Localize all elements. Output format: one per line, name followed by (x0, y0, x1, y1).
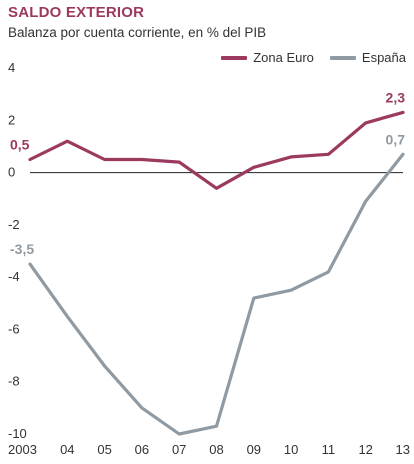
series-line-espana (28, 152, 405, 436)
x-tick-label: 10 (284, 442, 298, 457)
legend-swatch-zona-euro (221, 55, 248, 60)
x-tick-label: 04 (60, 442, 74, 457)
legend-item-zona-euro: Zona Euro (221, 50, 314, 65)
data-label: 0,5 (10, 137, 30, 153)
x-tick-label: 13 (396, 442, 410, 457)
legend-item-espana: España (329, 50, 406, 65)
data-label: -3,5 (10, 241, 34, 257)
x-tick-label: 09 (247, 442, 261, 457)
x-tick-label: 2003 (8, 442, 37, 457)
y-tick-label: -8 (8, 374, 20, 389)
y-tick-label: 0 (8, 165, 15, 180)
chart-title: SALDO EXTERIOR (8, 4, 145, 21)
y-tick-label: 2 (8, 112, 15, 127)
legend-label-zona-euro: Zona Euro (253, 50, 314, 65)
series-line-zona-euro (28, 110, 405, 190)
x-tick-label: 06 (135, 442, 149, 457)
chart-subtitle: Balanza por cuenta corriente, en % del P… (8, 25, 267, 40)
x-tick-label: 05 (97, 442, 111, 457)
legend: Zona Euro España (205, 50, 406, 65)
data-label: 0,7 (386, 131, 406, 147)
data-label: 2,3 (386, 89, 406, 105)
legend-label-espana: España (361, 50, 406, 65)
y-tick-label: -6 (8, 321, 20, 336)
y-tick-label: -10 (8, 426, 27, 441)
y-tick-label: -2 (8, 217, 20, 232)
x-tick-label: 12 (358, 442, 372, 457)
x-tick-label: 07 (172, 442, 186, 457)
x-tick-label: 11 (322, 442, 336, 457)
y-tick-label: 4 (8, 60, 15, 75)
y-tick-label: -4 (8, 269, 20, 284)
x-tick-label: 08 (209, 442, 223, 457)
legend-swatch-espana (329, 55, 356, 60)
